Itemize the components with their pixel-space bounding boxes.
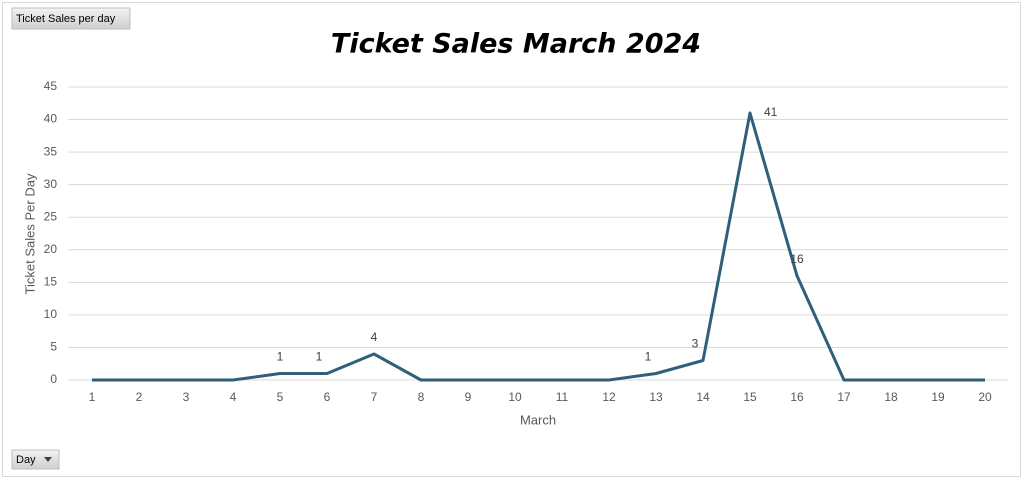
chart-title: Ticket Sales March 2024 (331, 29, 701, 60)
y-tick-label: 10 (44, 307, 58, 321)
x-tick-label: 17 (837, 390, 851, 404)
x-tick-label: 1 (89, 390, 96, 404)
data-line (92, 111, 985, 382)
x-tick-label: 10 (508, 390, 522, 404)
data-label: 1 (645, 350, 652, 364)
x-tick-label: 20 (978, 390, 992, 404)
x-tick-label: 14 (696, 390, 710, 404)
x-tick-label: 18 (884, 390, 898, 404)
y-tick-label: 25 (44, 209, 58, 223)
data-label: 1 (316, 350, 323, 364)
y-tick-label: 20 (44, 242, 58, 256)
data-label: 4 (371, 330, 378, 344)
x-tick-label: 9 (465, 390, 472, 404)
x-tick-label: 8 (418, 390, 425, 404)
x-tick-label: 5 (277, 390, 284, 404)
x-tick-label: 16 (790, 390, 804, 404)
x-axis-title: March (520, 412, 556, 427)
x-tick-label: 12 (602, 390, 616, 404)
x-tick-label: 19 (931, 390, 945, 404)
axis-field-button-box[interactable] (11, 449, 60, 470)
x-tick-label: 3 (183, 390, 190, 404)
y-tick-label: 15 (44, 275, 58, 289)
y-tick-label: 35 (44, 144, 58, 158)
y-tick-label: 5 (50, 340, 57, 354)
field-button-label[interactable]: Ticket Sales per day (16, 13, 116, 25)
axis-field-button-label[interactable]: Day (16, 454, 36, 466)
data-label: 1 (277, 350, 284, 364)
x-tick-label: 4 (230, 390, 237, 404)
data-label: 3 (692, 337, 699, 351)
x-tick-label: 15 (743, 390, 757, 404)
y-tick-label: 45 (44, 79, 58, 93)
x-tick-label: 2 (136, 390, 143, 404)
data-label: 16 (790, 252, 804, 266)
y-axis-title: Ticket Sales Per Day (22, 173, 37, 294)
axis-field-button[interactable]: Day (11, 449, 60, 470)
x-tick-label: 11 (556, 390, 569, 404)
field-button[interactable]: Ticket Sales per day (11, 7, 131, 30)
dropdown-arrow[interactable] (44, 457, 52, 462)
y-tick-label: 40 (44, 112, 58, 126)
x-tick-label: 7 (371, 390, 378, 404)
data-label: 41 (764, 105, 778, 119)
field-button-box[interactable] (11, 7, 131, 30)
x-tick-label: 6 (324, 390, 331, 404)
y-tick-label: 0 (50, 372, 57, 386)
x-tick-label: 13 (649, 390, 663, 404)
y-tick-label: 30 (44, 177, 58, 191)
